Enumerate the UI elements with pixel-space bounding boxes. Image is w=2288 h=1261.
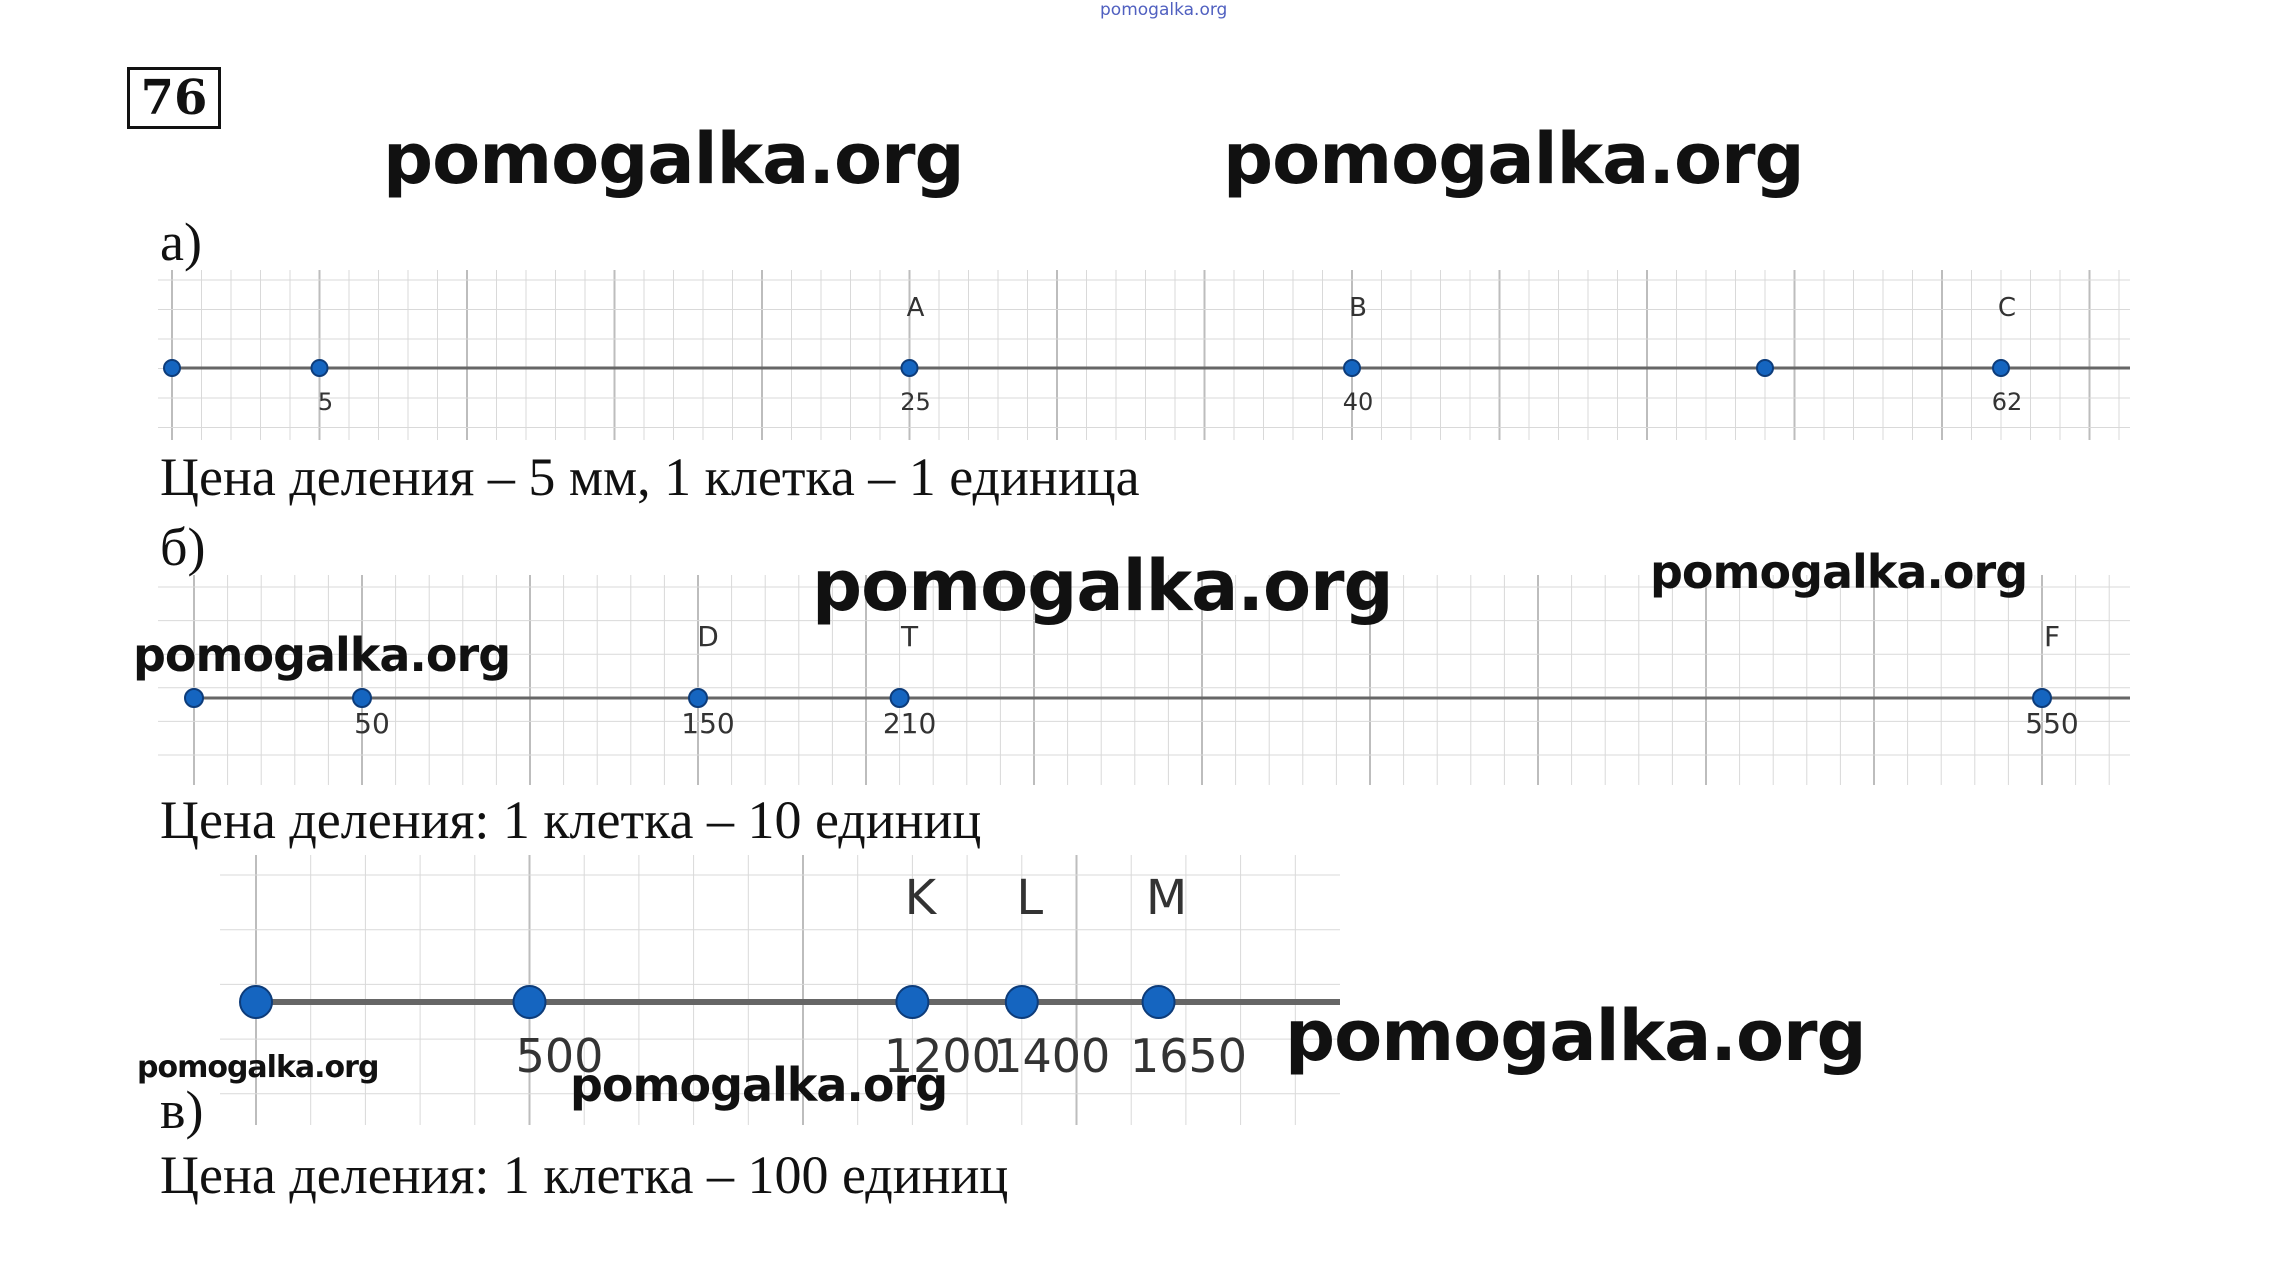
part-c-label: в) [160, 1080, 204, 1140]
point-marker [1004, 985, 1039, 1019]
tick-label: 210 [883, 707, 936, 740]
watermark: pomogalka.org [1223, 118, 1805, 200]
tick-label: 150 [681, 707, 734, 740]
point-marker [163, 359, 181, 377]
part-b-caption: Цена деления: 1 клетка – 10 единиц [160, 790, 982, 850]
point-marker [239, 985, 273, 1019]
number-line-b: 50 150 D 210 T 550 F [158, 575, 2130, 785]
point-marker [688, 688, 708, 708]
point-marker [895, 985, 930, 1019]
grid [220, 855, 1340, 1125]
tick-label: 5 [318, 388, 333, 416]
point-letter: F [2044, 620, 2060, 653]
problem-number: 76 [127, 67, 221, 129]
point-marker [310, 359, 329, 377]
point-letter: M [1146, 870, 1187, 926]
tick-label: 1200 [884, 1029, 1001, 1083]
grid [158, 575, 2130, 785]
part-c-caption: Цена деления: 1 клетка – 100 единиц [160, 1145, 1009, 1205]
tick-label: 1400 [993, 1029, 1110, 1083]
grid [158, 270, 2130, 440]
tick-label: 50 [354, 707, 390, 740]
tick-label: 1650 [1130, 1029, 1247, 1083]
watermark: pomogalka.org [383, 118, 965, 200]
top-watermark: pomogalka.org [1100, 0, 1228, 20]
part-a-label: а) [160, 212, 202, 272]
point-marker [512, 985, 547, 1019]
watermark: pomogalka.org [133, 628, 511, 682]
point-marker [900, 359, 919, 377]
tick-label: 550 [2025, 707, 2078, 740]
point-marker [1343, 359, 1361, 377]
point-marker [184, 688, 204, 708]
point-marker [1992, 359, 2010, 377]
part-b-label: б) [160, 517, 206, 577]
point-letter: D [697, 620, 719, 653]
number-line-a: 5 25 A 40 B 62 C [158, 270, 2130, 440]
part-a-caption: Цена деления – 5 мм, 1 клетка – 1 единиц… [160, 447, 1140, 507]
watermark: pomogalka.org [1285, 995, 1867, 1077]
point-marker [1141, 985, 1176, 1019]
point-letter: T [900, 620, 919, 653]
tick-label: 62 [1992, 388, 2023, 416]
point-letter: B [1349, 293, 1367, 323]
point-marker [352, 688, 372, 708]
watermark: pomogalka.org [570, 1058, 948, 1112]
number-line-c: 500 1200 K 1400 L 1650 M [220, 855, 1340, 1125]
point-marker [2032, 688, 2052, 708]
point-letter: C [1998, 293, 2016, 323]
tick-label: 500 [516, 1029, 604, 1083]
watermark: pomogalka.org [1650, 545, 2028, 599]
point-marker [1756, 359, 1774, 377]
watermark: pomogalka.org [137, 1050, 379, 1085]
point-letter: K [905, 870, 938, 926]
point-letter: A [907, 293, 925, 323]
tick-label: 40 [1343, 388, 1374, 416]
point-letter: L [1016, 870, 1043, 926]
tick-label: 25 [900, 388, 931, 416]
point-marker [889, 688, 910, 708]
watermark: pomogalka.org [812, 545, 1394, 627]
